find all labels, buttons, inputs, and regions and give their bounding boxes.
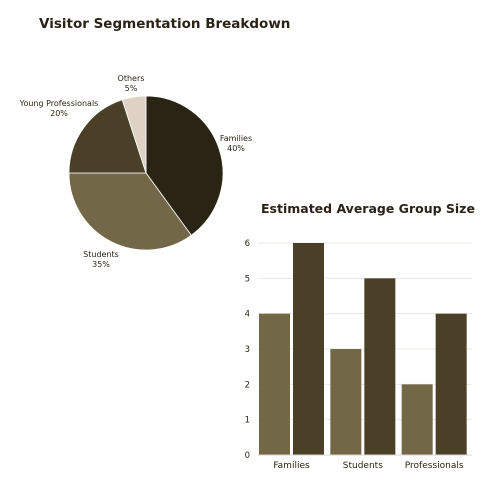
y-tick-4: 4 (245, 310, 250, 320)
y-tick-1: 1 (245, 416, 250, 426)
pie-pct-families: 40% (227, 144, 245, 153)
pie-pct-others: 5% (125, 84, 138, 93)
bar-chart-title: Estimated Average Group Size (261, 201, 475, 216)
pie-slice-families (145, 95, 224, 236)
y-tick-3: 3 (245, 345, 250, 355)
bar-professionals-series-2 (435, 313, 467, 455)
x-tick-families: Families (273, 461, 310, 471)
pie-pct-young-professionals: 20% (50, 109, 68, 118)
y-tick-0: 0 (245, 451, 250, 461)
bar-students-series-2 (364, 278, 396, 455)
pie-slice-others (121, 95, 147, 174)
bar-professionals-series-1 (401, 384, 433, 455)
pie-label-students: Students (83, 250, 119, 259)
bar-students-series-1 (330, 349, 362, 455)
y-tick-5: 5 (245, 274, 250, 284)
y-tick-6: 6 (245, 239, 250, 249)
pie-chart-title: Visitor Segmentation Breakdown (39, 16, 291, 32)
pie-slice-young-professionals (68, 99, 147, 174)
pie-label-others: Others (118, 74, 145, 83)
x-tick-students: Students (343, 461, 383, 471)
y-tick-2: 2 (245, 380, 250, 390)
pie-slice-students (68, 172, 192, 251)
bar-families-series-2 (293, 243, 324, 455)
bar-families-series-1 (259, 313, 290, 455)
pie-pct-students: 35% (92, 260, 110, 269)
pie-label-families: Families (220, 134, 252, 143)
x-tick-professionals: Professionals (405, 461, 464, 471)
pie-label-young-professionals: Young Professionals (19, 99, 99, 108)
